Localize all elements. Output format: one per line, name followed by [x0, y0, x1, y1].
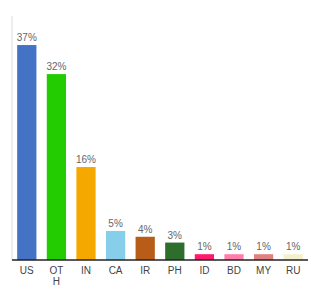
x-tick-label: CA — [109, 265, 123, 276]
x-tick-label: RU — [286, 265, 300, 276]
data-label: 32% — [46, 61, 66, 72]
bar — [165, 243, 184, 260]
x-tick-label-line: IN — [81, 265, 91, 276]
x-tick-label: BD — [227, 265, 241, 276]
data-label: 4% — [138, 224, 153, 235]
y-axis-line — [12, 16, 13, 260]
data-label: 37% — [17, 32, 37, 43]
x-axis-line — [12, 259, 308, 261]
x-tick-label-line: PH — [168, 265, 182, 276]
x-tick-label-line: ID — [199, 265, 209, 276]
chart-container: 37% 32% 16% 5% 4% 3% 1% 1% 1% 1% US OTH IN CA IR PH ID BD… — [0, 0, 320, 300]
bars — [17, 45, 303, 260]
x-tick-label: ID — [199, 265, 209, 276]
data-label: 1% — [286, 241, 301, 252]
bar — [254, 254, 273, 260]
x-tick-label: IR — [140, 265, 150, 276]
x-tick-label-line: RU — [286, 265, 300, 276]
x-tick-label-line: BD — [227, 265, 241, 276]
data-label: 1% — [227, 241, 242, 252]
x-tick-label-line: US — [20, 265, 34, 276]
x-tick-labels: US OTH IN CA IR PH ID BD MY RU — [20, 265, 301, 287]
bar — [17, 45, 36, 260]
x-tick-label: PH — [168, 265, 182, 276]
bar — [76, 167, 95, 260]
x-tick-label: OTH — [49, 265, 63, 287]
x-tick-label-line: OT — [49, 265, 63, 276]
x-tick-label: MY — [256, 265, 271, 276]
x-tick-label-line: H — [53, 276, 60, 287]
x-tick-label: US — [20, 265, 34, 276]
data-labels: 37% 32% 16% 5% 4% 3% 1% 1% 1% 1% — [17, 32, 301, 252]
bar — [284, 254, 303, 260]
data-label: 3% — [168, 230, 183, 241]
bar — [47, 74, 66, 260]
chart: 37% 32% 16% 5% 4% 3% 1% 1% 1% 1% US OTH IN CA IR PH ID BD… — [0, 0, 320, 300]
x-tick-label-line: MY — [256, 265, 271, 276]
x-tick-label: IN — [81, 265, 91, 276]
data-label: 1% — [197, 241, 212, 252]
bar — [195, 254, 214, 260]
x-tick-label-line: CA — [109, 265, 123, 276]
bar — [106, 231, 125, 260]
x-tick-label-line: IR — [140, 265, 150, 276]
bar — [224, 254, 243, 260]
data-label: 5% — [108, 218, 123, 229]
bar — [136, 237, 155, 260]
data-label: 1% — [256, 241, 271, 252]
data-label: 16% — [76, 154, 96, 165]
